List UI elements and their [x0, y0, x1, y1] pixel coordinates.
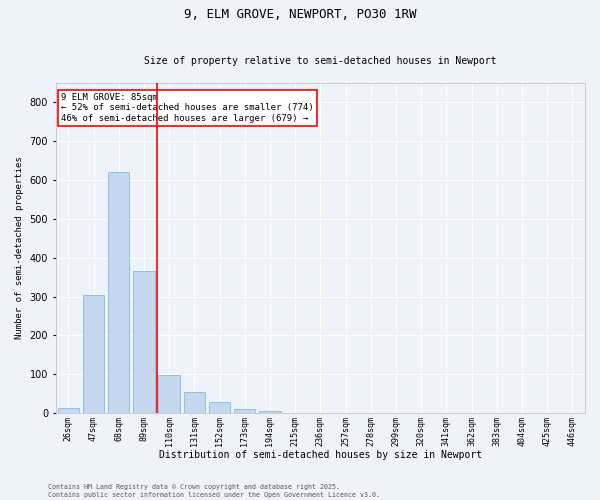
Bar [108, 172, 130, 413]
Bar [234, 409, 256, 413]
Text: Contains HM Land Registry data © Crown copyright and database right 2025.
Contai: Contains HM Land Registry data © Crown c… [48, 484, 380, 498]
Bar [184, 392, 205, 413]
Bar [259, 411, 281, 413]
Bar [158, 376, 180, 413]
Bar [58, 408, 79, 413]
Bar [209, 402, 230, 413]
Text: 9, ELM GROVE, NEWPORT, PO30 1RW: 9, ELM GROVE, NEWPORT, PO30 1RW [184, 8, 416, 20]
Bar [83, 294, 104, 413]
Bar [133, 272, 155, 413]
Title: Size of property relative to semi-detached houses in Newport: Size of property relative to semi-detach… [144, 56, 497, 66]
Text: 9 ELM GROVE: 85sqm
← 52% of semi-detached houses are smaller (774)
46% of semi-d: 9 ELM GROVE: 85sqm ← 52% of semi-detache… [61, 93, 314, 122]
X-axis label: Distribution of semi-detached houses by size in Newport: Distribution of semi-detached houses by … [159, 450, 482, 460]
Y-axis label: Number of semi-detached properties: Number of semi-detached properties [15, 156, 24, 340]
